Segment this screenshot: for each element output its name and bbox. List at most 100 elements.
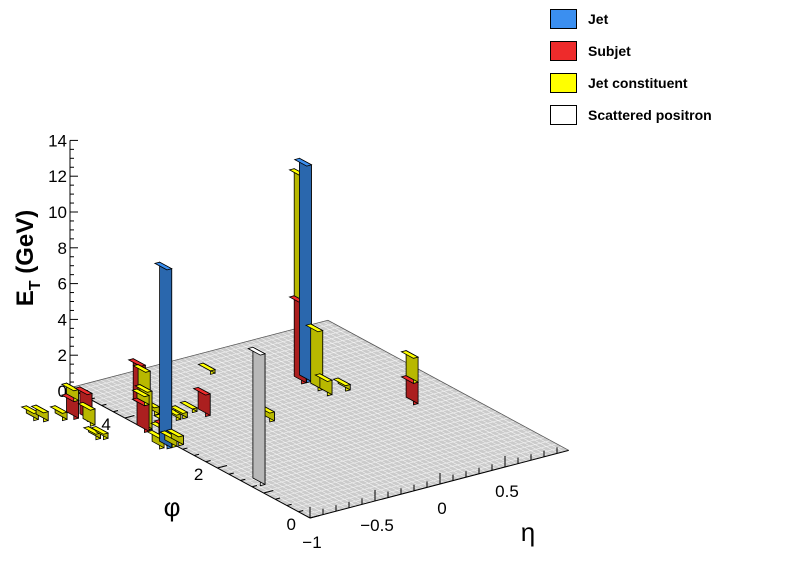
tower-segment-const (332, 377, 352, 392)
grid-line-phi (273, 430, 533, 499)
grid-line-phi (183, 381, 443, 451)
grid-line-phi (285, 437, 545, 506)
tower-segment-const (165, 428, 185, 447)
grid-line-phi (267, 427, 527, 496)
grid-line-phi (261, 424, 521, 493)
tower-segment-jet (153, 261, 173, 450)
grid-line-phi (165, 372, 425, 441)
floor-edge (69, 319, 569, 451)
tower-segment-subjet (192, 386, 212, 418)
tower-side-face (252, 346, 266, 486)
tower-top-face (77, 401, 97, 411)
phi-axis-tick (113, 410, 119, 413)
tower (90, 425, 110, 441)
grid-line-phi (177, 378, 437, 447)
tower (30, 404, 50, 423)
phi-axis-tick (251, 485, 258, 488)
z-tick-label: 8 (58, 239, 67, 258)
phi-axis-tick (182, 447, 188, 450)
eta-axis-title: η (521, 517, 535, 547)
z-tick-label: 2 (58, 346, 67, 365)
legend-label-jet: Jet (588, 11, 609, 27)
tower-top-face (131, 388, 151, 398)
phi-axis-tick (217, 465, 228, 469)
phi-axis-tick (205, 460, 211, 463)
z-tick-label: 14 (48, 131, 67, 150)
tower (400, 349, 420, 406)
legend-swatch-subjet (550, 41, 577, 61)
tower-segment-const (30, 404, 50, 423)
grid-line-phi (243, 414, 503, 483)
legend-swatch-jet (550, 9, 577, 29)
axes: 0 2 4 6 8 10 12 14 −1 −0.5 0 0.5 0 2 4 (48, 131, 569, 552)
tower-top-face (332, 377, 352, 387)
z-tick-label: 12 (48, 167, 67, 186)
tower (332, 377, 352, 392)
tower (165, 428, 185, 447)
grid-line-phi (225, 404, 485, 473)
phi-axis-tick (275, 497, 281, 500)
towers (20, 157, 420, 487)
tower-segment-const (90, 425, 110, 441)
grid-line-phi (237, 411, 497, 480)
phi-axis-title: φ (164, 492, 181, 522)
grid-line-phi (189, 385, 449, 454)
eta-tick-label: −1 (302, 533, 321, 552)
legend-swatch-scattered-positron (550, 105, 577, 125)
tower-top-face (169, 405, 189, 414)
z-tick-label: 6 (58, 275, 67, 294)
tower-segment-const (314, 373, 334, 397)
eta-tick-label: 0 (437, 499, 446, 518)
tower-top-face (314, 373, 334, 382)
grid-line-phi (249, 417, 509, 486)
grid-line-phi (303, 446, 563, 516)
tower-top-face (134, 384, 154, 393)
tower-segment-const (179, 400, 199, 414)
tower-segment-const (159, 430, 178, 449)
phi-axis-tick (228, 472, 234, 475)
grid-line-phi (207, 394, 467, 464)
tower-side-face (159, 261, 173, 449)
phi-axis-tick (194, 453, 200, 456)
tower (197, 362, 217, 375)
eta-tick-label: −0.5 (360, 516, 394, 535)
tower-top-face (153, 261, 173, 271)
tower-top-face (127, 358, 147, 367)
tower-top-face (197, 362, 217, 372)
tower-top-face (247, 346, 267, 356)
z-axis-title: ET (GeV) (12, 210, 44, 306)
tower-top-face (165, 428, 185, 438)
grid-line-phi (279, 433, 539, 503)
legend-label-scattered-positron: Scattered positron (588, 107, 712, 123)
legend-label-subjet: Subjet (588, 43, 631, 59)
tower (60, 382, 80, 421)
tower-top-face (49, 405, 69, 414)
tower-top-face (132, 364, 152, 373)
tower-side-face (298, 157, 312, 383)
tower-top-face (192, 386, 212, 396)
phi-axis-tick (240, 478, 246, 481)
tower-top-face (30, 404, 50, 414)
phi-tick-label: 2 (194, 465, 203, 484)
phi-tick-label: 0 (287, 515, 296, 534)
phi-axis-tick (298, 510, 304, 513)
grid-line-phi (147, 362, 407, 431)
phi-axis-tick (124, 415, 135, 419)
grid-line-phi (291, 440, 551, 509)
legend-swatch-jet-constituent (550, 73, 577, 93)
phi-axis-tick (263, 490, 274, 494)
phi-axis-tick (286, 503, 292, 506)
z-tick-label: 10 (48, 203, 67, 222)
tower-top-face (179, 400, 199, 410)
tower (77, 401, 97, 427)
tower (179, 400, 199, 414)
tower-segment-const (197, 362, 217, 375)
tower-top-face (293, 157, 313, 167)
grid-line-phi (255, 420, 515, 490)
tower (159, 430, 178, 449)
tower-top-face (90, 426, 110, 435)
phi-axis-tick (309, 515, 320, 519)
tower (247, 346, 267, 487)
tower-segment-const (131, 388, 151, 407)
